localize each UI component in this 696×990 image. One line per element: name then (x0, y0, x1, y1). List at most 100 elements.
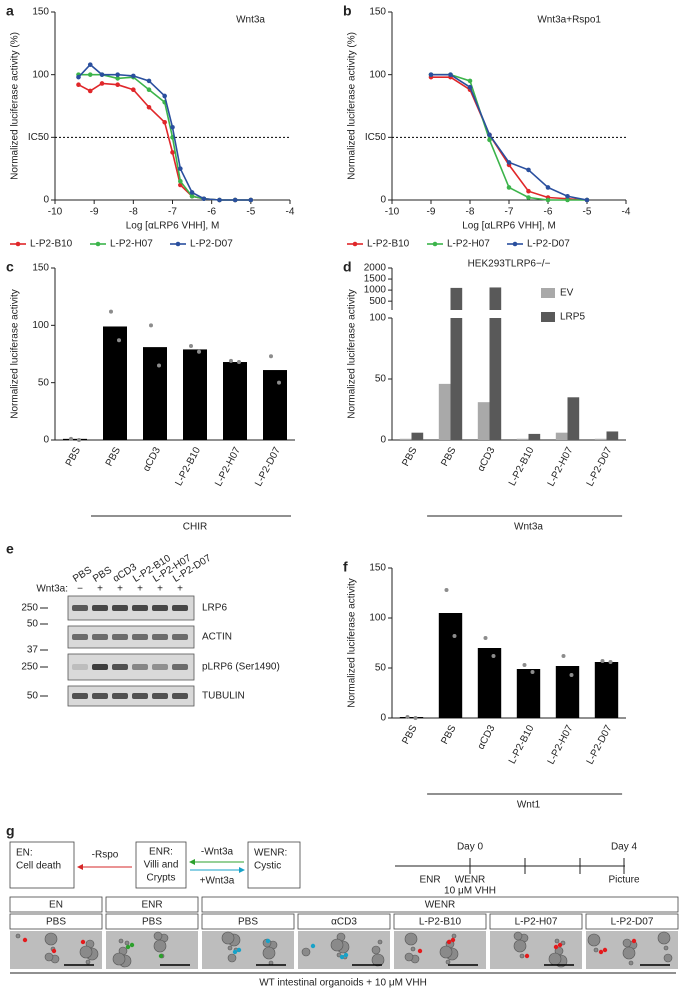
annotation-dot (22, 937, 28, 943)
band (172, 605, 188, 611)
y-tick-label: 50 (375, 663, 387, 674)
organoid (124, 940, 130, 946)
y-tick-label: 150 (32, 7, 49, 18)
y-tick-label: 0 (380, 435, 386, 446)
band (172, 693, 188, 699)
organoid (79, 945, 93, 959)
treatment-label: Wnt3a: (36, 584, 68, 595)
data-point (162, 119, 167, 125)
replicate-point (561, 654, 566, 658)
y-tick-label: 1000 (364, 285, 387, 296)
organoid (377, 939, 383, 945)
x-tick-label: L-P2-H07 (546, 723, 576, 766)
data-point (76, 74, 81, 80)
x-tick-label: -6 (207, 207, 216, 218)
organoid (593, 947, 599, 953)
organoid (301, 947, 311, 957)
treatment-header (393, 913, 487, 930)
blot-label: TUBULIN (202, 691, 245, 702)
annotation-dot (557, 942, 563, 948)
band (72, 605, 88, 611)
y-tick-label: 500 (369, 296, 386, 307)
replicate-point (413, 716, 418, 720)
x-tick-label: -6 (544, 207, 553, 218)
organoid (560, 940, 566, 946)
legend-swatch (541, 288, 555, 298)
replicate-point (405, 715, 410, 719)
data-point (506, 185, 512, 190)
condition-label: WENR (425, 900, 456, 911)
organoid (44, 932, 58, 946)
data-point (131, 73, 136, 79)
chart-title: HEK293TLRP6−/− (468, 259, 551, 270)
x-tick-label: αCD3 (476, 445, 498, 473)
bar (477, 402, 490, 440)
x-tick-label: PBS (64, 445, 83, 468)
lane-sign: + (137, 584, 143, 595)
legend-label: L-P2-D07 (190, 239, 233, 250)
size-marker: 50 (27, 691, 39, 702)
organoid (371, 953, 385, 967)
organoid (336, 952, 342, 958)
fit-line (431, 76, 588, 201)
organoid (622, 946, 636, 960)
band (72, 693, 88, 699)
legend-label: L-P2-D07 (527, 239, 570, 250)
y-tick-label: 0 (380, 713, 386, 724)
x-tick-label: -4 (622, 207, 631, 218)
annotation-dot (446, 939, 452, 945)
legend-label: L-P2-H07 (110, 239, 153, 250)
bar (450, 287, 463, 310)
lane-sign: + (177, 584, 183, 595)
organoid (404, 952, 414, 962)
data-point (487, 137, 492, 143)
organoid (513, 939, 527, 953)
bar (489, 287, 502, 310)
organoid (221, 931, 235, 945)
bar (103, 326, 127, 440)
bar (489, 318, 502, 440)
legend-marker (95, 241, 101, 247)
annotation-dot (51, 948, 57, 954)
x-tick-label: αCD3 (476, 723, 498, 751)
organoid (513, 931, 523, 941)
organoid (445, 959, 451, 965)
data-point (115, 72, 120, 77)
annotation-dot (598, 949, 604, 955)
y-tick-label: 0 (380, 195, 386, 206)
panel-letter: a (6, 3, 14, 19)
annotation-dot (339, 954, 345, 960)
bar (399, 438, 412, 440)
x-tick-label: PBS (400, 723, 419, 746)
data-point (178, 166, 183, 171)
annotation-dot (125, 944, 131, 950)
organoid (153, 939, 167, 953)
organoid (15, 933, 21, 939)
size-marker: 250 (21, 662, 38, 673)
x-tick-label: -7 (505, 207, 514, 218)
y-tick-label: 0 (43, 195, 49, 206)
state-box (135, 841, 187, 889)
annotation-dot (524, 953, 530, 959)
blot (67, 595, 195, 621)
y-axis-label: Normalized luciferase activity (%) (10, 32, 21, 180)
bar (438, 383, 451, 440)
annotation-dot (310, 943, 316, 949)
organoid (404, 932, 418, 946)
panel-letter: c (6, 259, 14, 275)
bar (263, 370, 287, 440)
y-tick-label: 100 (32, 320, 49, 331)
band (152, 693, 168, 699)
bar (399, 717, 424, 718)
organoid (657, 931, 671, 945)
replicate-point (569, 673, 574, 677)
x-tick-label: -5 (583, 207, 592, 218)
data-point (170, 150, 175, 155)
bar (516, 669, 541, 718)
data-point (99, 81, 105, 86)
band (92, 634, 108, 640)
annotation-dot (158, 953, 164, 959)
timeline-label: Day 4 (611, 842, 638, 853)
replicate-point (269, 354, 273, 359)
organoid (85, 959, 91, 965)
